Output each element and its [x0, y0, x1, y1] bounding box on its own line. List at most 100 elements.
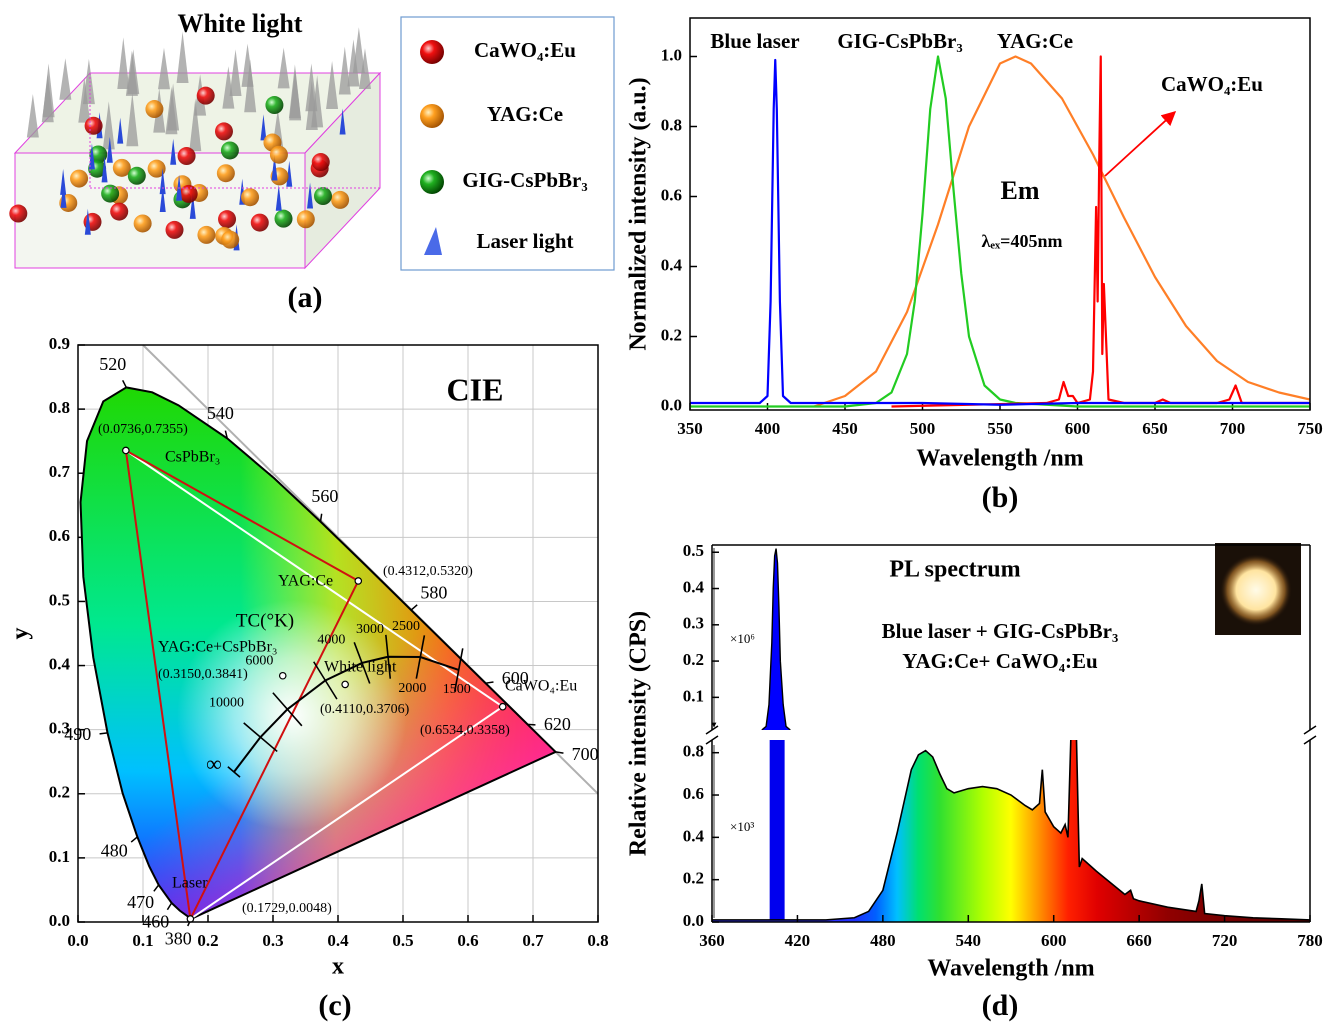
- wavelength-label: 620: [544, 714, 571, 734]
- isotherm: [415, 635, 426, 679]
- point-name: YAG:Ce+CsPbBr₃: [158, 639, 278, 656]
- x-tick-label: 660: [1126, 931, 1152, 950]
- gray-light-cone: [26, 93, 39, 138]
- gray-light-cone: [157, 47, 170, 90]
- isotherm: [272, 692, 303, 727]
- gray-light-cone: [347, 39, 360, 87]
- phosphor-ball: [9, 204, 28, 223]
- point-coordinates: (0.4312,0.5320): [383, 564, 473, 579]
- laser-spike: [271, 154, 278, 181]
- laser-spike: [286, 160, 293, 187]
- gray-light-cone: [229, 49, 242, 96]
- gray-light-cone: [222, 66, 235, 109]
- x-tick-label: 780: [1297, 931, 1323, 950]
- legend-label: CaWO₄:Eu: [1161, 72, 1263, 96]
- y2-tick-label: 0.5: [683, 541, 704, 560]
- phosphor-ball: [216, 164, 235, 183]
- temperature-label: 4000: [317, 633, 345, 648]
- y-tick-label: 0.8: [683, 742, 704, 761]
- point-name: YAG:Ce: [278, 573, 333, 590]
- x-tick-label: 360: [699, 931, 725, 950]
- scale-label: ×10³: [730, 819, 754, 834]
- temperature-label: 3000: [356, 622, 384, 637]
- wavelength-label: 520: [99, 354, 126, 374]
- y-tick-label: 0.3: [49, 719, 70, 738]
- wavelength-label: 380: [165, 929, 192, 949]
- x-tick-label: 0.1: [132, 931, 153, 950]
- isotherm: [313, 661, 338, 700]
- phosphor-ball: [197, 225, 216, 244]
- legend-label: Blue laser: [710, 29, 799, 53]
- locus-tick: [122, 379, 127, 388]
- phosphor-ball: [311, 153, 330, 172]
- x-tick-label: 450: [832, 419, 858, 438]
- point-coordinates: (0.4110,0.3706): [320, 702, 410, 717]
- isotherm: [243, 722, 278, 753]
- y-tick-label: 0.2: [661, 325, 682, 344]
- wavelength-label: 560: [311, 486, 338, 506]
- phosphor-ball: [221, 230, 240, 249]
- panel-label: (a): [288, 281, 323, 314]
- y2-tick-label: 0.1: [683, 686, 704, 705]
- chart-title: PL spectrum: [889, 557, 1020, 583]
- phosphor-ball: [101, 184, 120, 203]
- plot-frame: [77, 344, 599, 923]
- laser-spike: [260, 114, 267, 141]
- x-tick-label: 500: [910, 419, 936, 438]
- gray-light-cone: [125, 50, 138, 96]
- phosphor-ball: [110, 202, 129, 221]
- gray-light-cone: [326, 60, 339, 110]
- y-tick-label: 0.8: [661, 115, 682, 134]
- laser-spike: [60, 181, 67, 208]
- x-tick-label: 0.7: [522, 931, 544, 950]
- gray-light-cone: [59, 58, 72, 100]
- locus-tick: [130, 836, 138, 843]
- axis-break: [1303, 735, 1317, 745]
- gray-light-cone: [277, 47, 290, 89]
- y-tick-label: 1.0: [661, 45, 682, 64]
- annotation: Blue laser + GIG-CsPbBr₃: [882, 619, 1119, 643]
- gamut-triangle-edge: [125, 449, 359, 582]
- point-coordinates: (0.3150,0.3841): [158, 667, 248, 682]
- legend-icon: [420, 104, 444, 128]
- color-point: [341, 680, 349, 689]
- point-name: CsPbBr₃: [165, 449, 220, 466]
- schematic-title: White light: [178, 9, 303, 38]
- wavelength-label: 700: [572, 744, 599, 764]
- phosphor-ball: [220, 141, 239, 160]
- inset-glow: [1220, 554, 1292, 626]
- laser-spike: [117, 117, 124, 144]
- y-tick-label: 0.4: [683, 826, 705, 845]
- x-tick-label: 0.3: [262, 931, 283, 950]
- y-tick-label: 0.0: [683, 911, 704, 930]
- isotherm: [385, 634, 392, 679]
- upper-plot: [761, 548, 791, 730]
- locus-tick: [224, 430, 228, 439]
- phosphor-ball: [70, 169, 89, 188]
- phosphor-ball: [179, 184, 198, 203]
- annotation: YAG:Ce+ CaWO₄:Eu: [902, 649, 1098, 673]
- x-axis-label: Wavelength /nm: [916, 446, 1083, 472]
- y-tick-label: 0.2: [683, 869, 704, 888]
- gray-light-cone: [102, 101, 115, 150]
- legend-label: YAG:Ce: [487, 102, 563, 126]
- x-axis-label: Wavelength /nm: [927, 956, 1094, 982]
- phosphor-ball: [296, 210, 315, 229]
- gray-light-cone: [165, 86, 178, 135]
- point-name: White light: [324, 659, 397, 676]
- y-tick-label: 0.4: [661, 255, 683, 274]
- locus-tick: [166, 902, 173, 911]
- laser-spike: [60, 168, 67, 195]
- color-point: [186, 915, 195, 923]
- locus-tick: [485, 681, 494, 684]
- spectrum-area: [712, 740, 1310, 922]
- wavelength-label: 600: [502, 668, 529, 688]
- x-tick-label: 650: [1142, 419, 1168, 438]
- color-point: [278, 671, 287, 680]
- locus-tick: [99, 732, 108, 735]
- x-tick-label: 420: [785, 931, 811, 950]
- x-tick-label: 600: [1041, 931, 1067, 950]
- gray-light-cone: [189, 98, 202, 152]
- spectrum-line: [712, 740, 1310, 921]
- laser-spike: [275, 184, 282, 211]
